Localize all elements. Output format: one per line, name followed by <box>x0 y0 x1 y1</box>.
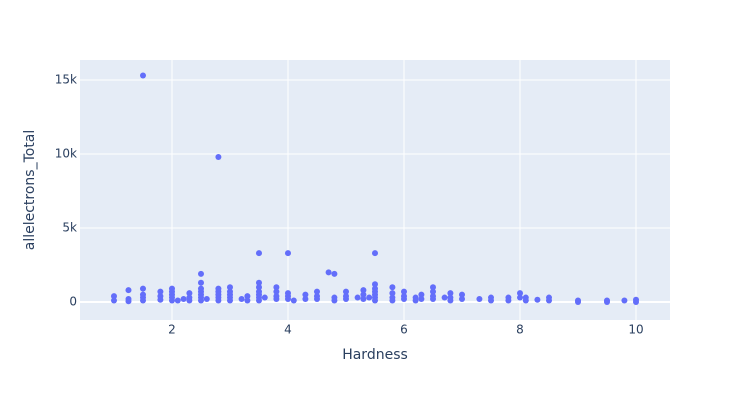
x-tick-label: 2 <box>168 323 176 337</box>
point <box>313 296 320 303</box>
point <box>604 299 611 306</box>
point <box>546 297 553 304</box>
point <box>522 297 529 304</box>
point <box>331 270 338 277</box>
point <box>139 297 146 304</box>
point <box>476 296 483 303</box>
point <box>215 153 222 160</box>
point <box>447 290 454 297</box>
point <box>157 288 164 295</box>
point <box>139 285 146 292</box>
point <box>401 288 408 295</box>
x-tick-label: 6 <box>400 323 408 337</box>
point <box>621 297 628 304</box>
plot-area <box>80 60 670 320</box>
point <box>441 294 448 301</box>
point <box>197 297 204 304</box>
x-axis-title: Hardness <box>342 347 408 363</box>
point <box>517 290 524 297</box>
point <box>575 299 582 306</box>
point <box>261 294 268 301</box>
point <box>255 279 262 286</box>
point <box>360 291 367 298</box>
point <box>197 279 204 286</box>
y-tick-label: 5k <box>62 221 77 235</box>
point <box>186 297 193 304</box>
point <box>459 296 466 303</box>
point <box>125 287 132 294</box>
point <box>488 297 495 304</box>
point <box>290 297 297 304</box>
point <box>157 296 164 303</box>
point <box>372 250 378 257</box>
point <box>302 296 309 303</box>
point <box>255 297 262 304</box>
point <box>389 290 396 297</box>
point <box>238 296 245 303</box>
point <box>389 284 396 291</box>
point <box>110 293 117 300</box>
point <box>447 297 454 304</box>
point <box>226 297 233 304</box>
point <box>226 284 233 291</box>
point <box>284 296 291 303</box>
point <box>430 296 437 303</box>
y-axis-title: allelectrons_Total <box>22 130 38 251</box>
point <box>372 281 378 288</box>
point <box>360 296 367 303</box>
point <box>302 291 309 298</box>
point <box>244 297 251 304</box>
point <box>517 294 524 301</box>
point <box>186 290 193 297</box>
point <box>255 250 262 257</box>
point <box>354 294 361 301</box>
x-tick-label: 10 <box>628 323 643 337</box>
point <box>273 284 280 291</box>
point <box>412 297 419 304</box>
point <box>534 296 541 303</box>
point <box>430 284 437 291</box>
point <box>273 296 280 303</box>
point <box>342 288 349 295</box>
point <box>203 296 210 303</box>
y-tick-label: 15k <box>55 72 77 86</box>
point <box>372 297 378 304</box>
point <box>633 299 640 306</box>
y-tick-label: 10k <box>55 146 77 160</box>
y-tick-label: 0 <box>69 295 77 309</box>
point <box>331 297 338 304</box>
point <box>174 297 181 304</box>
point <box>244 293 251 300</box>
point <box>360 287 367 294</box>
x-tick-label: 4 <box>284 323 292 337</box>
point <box>459 291 466 298</box>
point <box>505 297 512 304</box>
point <box>180 296 187 303</box>
point <box>168 297 175 304</box>
point <box>139 72 146 79</box>
point <box>313 288 320 295</box>
point <box>401 296 408 303</box>
point <box>215 297 222 304</box>
point <box>273 288 280 295</box>
point <box>366 294 373 301</box>
point <box>197 270 204 277</box>
point <box>430 288 437 295</box>
point <box>125 298 132 305</box>
point <box>255 284 262 291</box>
point <box>325 269 332 276</box>
point <box>342 296 349 303</box>
point <box>110 297 117 304</box>
point <box>389 297 396 304</box>
x-tick-label: 8 <box>516 323 524 337</box>
point <box>418 296 425 303</box>
point <box>284 250 291 257</box>
point <box>418 291 425 298</box>
